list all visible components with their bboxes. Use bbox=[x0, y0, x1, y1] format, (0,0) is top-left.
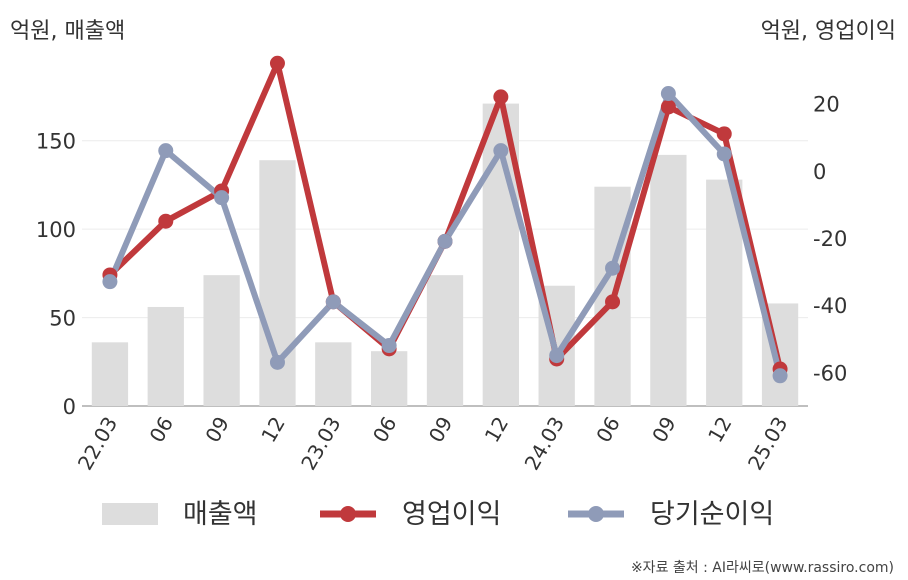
left-axis: 0 50 100 150 bbox=[36, 130, 76, 419]
x-tick-09: 09 bbox=[200, 413, 234, 447]
legend-label-net-income: 당기순이익 bbox=[650, 499, 774, 530]
legend-swatch-revenue bbox=[102, 503, 158, 525]
bar-06 bbox=[147, 306, 184, 406]
x-tick-24.03: 24.03 bbox=[520, 413, 569, 475]
series-1-point-12 bbox=[716, 146, 732, 162]
x-tick-25.03: 25.03 bbox=[743, 413, 792, 475]
left-tick-100: 100 bbox=[36, 218, 76, 242]
legend-label-revenue: 매출액 bbox=[183, 499, 258, 530]
series-1-point-06 bbox=[605, 260, 621, 276]
series-0-point-06 bbox=[158, 213, 174, 229]
bar-09 bbox=[203, 275, 240, 406]
series-0-point-06 bbox=[605, 294, 621, 310]
bar-12 bbox=[706, 179, 743, 406]
bar-series-revenue bbox=[91, 103, 799, 406]
x-tick-06: 06 bbox=[591, 413, 625, 447]
series-1-point-25.03 bbox=[772, 368, 788, 384]
series-1-point-22.03 bbox=[102, 274, 118, 290]
right-tick-0: 0 bbox=[813, 160, 826, 184]
bar-09 bbox=[426, 275, 464, 406]
series-1-point-09 bbox=[660, 86, 676, 102]
left-tick-50: 50 bbox=[49, 307, 76, 331]
series-1-point-09 bbox=[437, 233, 453, 249]
x-tick-09: 09 bbox=[424, 413, 458, 447]
right-tick--60: -60 bbox=[813, 361, 847, 385]
series-1-point-09 bbox=[214, 190, 230, 206]
right-tick--20: -20 bbox=[813, 227, 847, 251]
series-1-point-06 bbox=[381, 338, 397, 354]
series-1-point-12 bbox=[269, 354, 285, 370]
right-tick-20: 20 bbox=[813, 93, 840, 117]
x-tick-22.03: 22.03 bbox=[73, 413, 122, 475]
bar-09 bbox=[650, 154, 687, 406]
line-series-group bbox=[102, 55, 788, 384]
left-tick-150: 150 bbox=[36, 130, 76, 154]
x-axis: 22.03 06 09 12 23.03 06 09 12 24.03 06 09 12 25.03 bbox=[73, 413, 793, 475]
x-tick-12: 12 bbox=[703, 413, 737, 447]
series-1-point-24.03 bbox=[549, 348, 565, 364]
x-tick-06: 06 bbox=[145, 413, 179, 447]
series-0-point-12 bbox=[493, 89, 509, 105]
series-0-point-09 bbox=[660, 99, 676, 115]
left-axis-unit: 억원, 매출액 bbox=[10, 19, 125, 44]
source-note: ※자료 출처 : AI라씨로(www.rassiro.com) bbox=[631, 560, 894, 576]
legend-marker-operating-profit bbox=[340, 506, 356, 522]
bar-06 bbox=[371, 351, 408, 406]
right-axis-unit: 억원, 영업이익 bbox=[761, 19, 896, 44]
series-0-point-12 bbox=[269, 55, 285, 71]
x-tick-23.03: 23.03 bbox=[296, 413, 345, 475]
bar-23.03 bbox=[315, 342, 352, 406]
x-tick-12: 12 bbox=[256, 413, 290, 447]
right-axis: -60 -40 -20 0 20 bbox=[813, 93, 847, 386]
left-tick-0: 0 bbox=[63, 395, 76, 419]
series-1-point-06 bbox=[158, 143, 174, 159]
series-0-point-12 bbox=[716, 126, 732, 142]
legend-label-operating-profit: 영업이익 bbox=[402, 499, 501, 530]
right-tick--40: -40 bbox=[813, 294, 847, 318]
legend-marker-net-income bbox=[588, 506, 604, 522]
bar-22.03 bbox=[91, 342, 129, 406]
x-tick-09: 09 bbox=[647, 413, 681, 447]
series-1-point-12 bbox=[493, 143, 509, 159]
series-1-point-23.03 bbox=[325, 294, 341, 310]
legend: 매출액 영업이익 당기순이익 bbox=[102, 499, 774, 530]
x-tick-06: 06 bbox=[368, 413, 402, 447]
x-tick-12: 12 bbox=[480, 413, 514, 447]
